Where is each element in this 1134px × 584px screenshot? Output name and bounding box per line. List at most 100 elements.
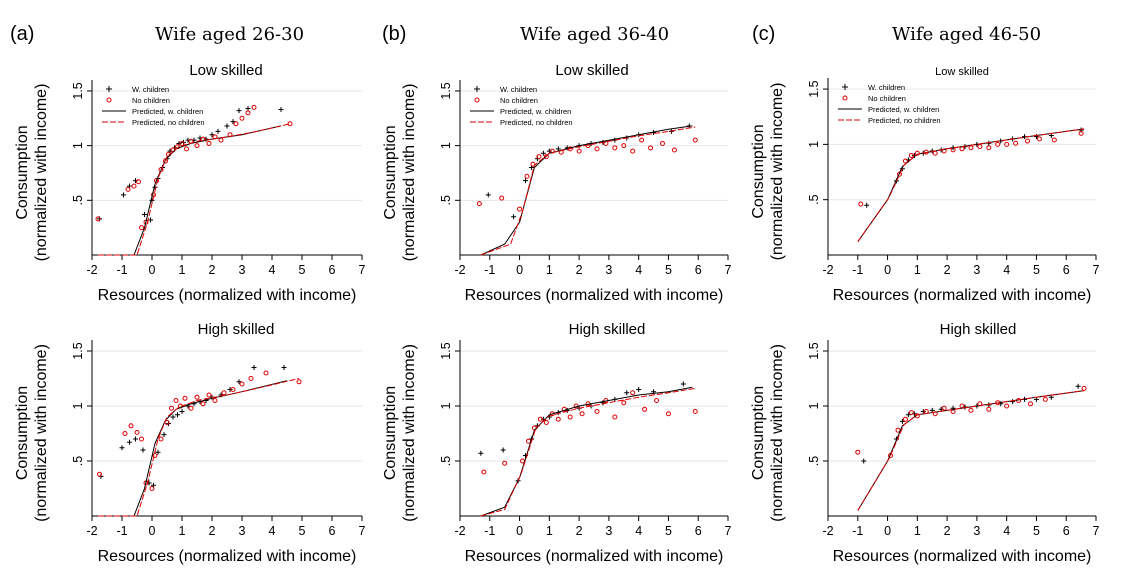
y-axis-label: Consumption — [750, 386, 767, 480]
x-tick-label: -1 — [116, 524, 127, 538]
point-no-children — [536, 154, 542, 160]
y-tick-label: .5 — [71, 195, 85, 205]
panel-title: High skilled — [569, 321, 646, 338]
point-no-children — [1051, 137, 1057, 143]
y-tick-label: 1.5 — [71, 342, 85, 359]
point-no-children — [1013, 140, 1019, 146]
y-axis-label: Consumption — [14, 386, 31, 480]
y-tick-label: .5 — [807, 456, 821, 466]
x-tick-label: 7 — [359, 524, 366, 538]
x-tick-label: -2 — [454, 524, 465, 538]
legend-label-with-children: W. children — [132, 85, 169, 94]
chart-panel-3: Low skilled -2 -1 0 1 2 3 4 5 6 7 .5 1 1.5 Resources (… — [750, 66, 1100, 304]
point-no-children — [692, 409, 698, 414]
point-with-children — [121, 192, 126, 198]
point-with-children — [278, 107, 284, 113]
y-axis-label-2: (normalized with income) — [401, 84, 418, 262]
legend-label-with-children: W. children — [500, 85, 537, 94]
point-with-children — [540, 150, 546, 156]
point-no-children — [125, 186, 131, 192]
x-tick-label: -2 — [454, 263, 465, 277]
point-no-children — [986, 406, 992, 412]
point-with-children — [281, 365, 287, 370]
point-no-children — [555, 416, 561, 422]
y-tick-label: .5 — [439, 195, 453, 205]
point-no-children — [630, 148, 636, 154]
point-no-children — [968, 407, 974, 413]
y-tick-label: .5 — [71, 456, 85, 466]
x-tick-label: 5 — [299, 263, 306, 277]
point-no-children — [139, 225, 144, 231]
chart-panel-2: Low skilled -2 -1 0 1 2 3 4 5 6 7 .5 1 1.5 Resources (… — [382, 62, 732, 304]
point-no-children — [524, 173, 530, 179]
x-tick-label: 0 — [149, 263, 156, 277]
point-no-children — [692, 137, 698, 143]
point-no-children — [1036, 136, 1042, 142]
point-with-children — [251, 365, 257, 370]
column-title-c: Wife aged 46-50 — [892, 24, 1041, 45]
predicted-no-children-line — [98, 123, 291, 256]
point-no-children — [173, 398, 179, 403]
x-tick-label: -1 — [484, 263, 495, 277]
point-no-children — [630, 390, 636, 396]
point-with-children — [148, 217, 153, 223]
point-no-children — [134, 429, 140, 435]
legend-label-pred-with-children: Predicted, w. children — [132, 107, 203, 116]
x-tick-label: -1 — [116, 263, 127, 277]
x-tick-label: 3 — [973, 524, 980, 538]
point-no-children — [932, 150, 938, 156]
legend-plus-icon — [842, 84, 848, 90]
point-no-children — [908, 410, 914, 416]
legend-plus-icon — [106, 86, 112, 92]
point-no-children — [194, 394, 200, 400]
legend-circle-icon — [474, 97, 480, 103]
point-no-children — [959, 146, 965, 152]
x-axis-label: Resources (normalized with income) — [465, 548, 724, 565]
point-with-children — [1075, 383, 1081, 389]
point-no-children — [136, 179, 141, 185]
point-no-children — [158, 436, 164, 442]
column-title-b: Wife aged 36-40 — [520, 24, 669, 45]
point-no-children — [206, 392, 212, 398]
legend-label-no-children: No children — [868, 94, 906, 103]
point-no-children — [612, 414, 618, 420]
x-tick-label: 0 — [884, 263, 891, 277]
point-with-children — [636, 387, 642, 392]
y-axis-label: Consumption — [14, 125, 31, 219]
point-no-children — [97, 471, 102, 477]
point-with-children — [511, 214, 517, 220]
point-with-children — [224, 123, 230, 129]
point-with-children — [680, 381, 686, 387]
point-no-children — [579, 411, 585, 417]
point-no-children — [525, 438, 531, 444]
point-no-children — [914, 150, 920, 156]
x-tick-label: 2 — [944, 263, 951, 277]
x-tick-label: 6 — [329, 524, 336, 538]
point-no-children — [149, 486, 155, 491]
x-tick-label: 2 — [209, 524, 216, 538]
y-tick-label: .5 — [439, 456, 453, 466]
point-no-children — [221, 390, 227, 396]
point-no-children — [212, 398, 218, 403]
y-tick-label: 1.5 — [439, 82, 453, 99]
x-tick-label: -2 — [822, 263, 833, 277]
predicted-no-children-line — [98, 378, 300, 517]
x-tick-label: 3 — [973, 263, 980, 277]
point-with-children — [899, 418, 905, 424]
x-tick-label: 3 — [605, 524, 612, 538]
x-tick-label: 0 — [516, 524, 523, 538]
legend: W. children No children Predicted, w. chil… — [838, 83, 941, 125]
point-no-children — [908, 152, 914, 158]
y-axis-label: Consumption — [382, 125, 399, 219]
point-no-children — [659, 140, 665, 146]
point-no-children — [986, 145, 992, 151]
x-tick-label: 0 — [516, 263, 523, 277]
legend-label-pred-no-children: Predicted, no children — [868, 116, 941, 125]
point-no-children — [122, 431, 128, 436]
point-no-children — [131, 183, 137, 189]
x-tick-label: 0 — [884, 524, 891, 538]
point-no-children — [481, 469, 487, 475]
legend-label-pred-with-children: Predicted, w. children — [868, 105, 939, 114]
y-tick-label: 1 — [71, 142, 85, 149]
point-no-children — [642, 406, 648, 412]
